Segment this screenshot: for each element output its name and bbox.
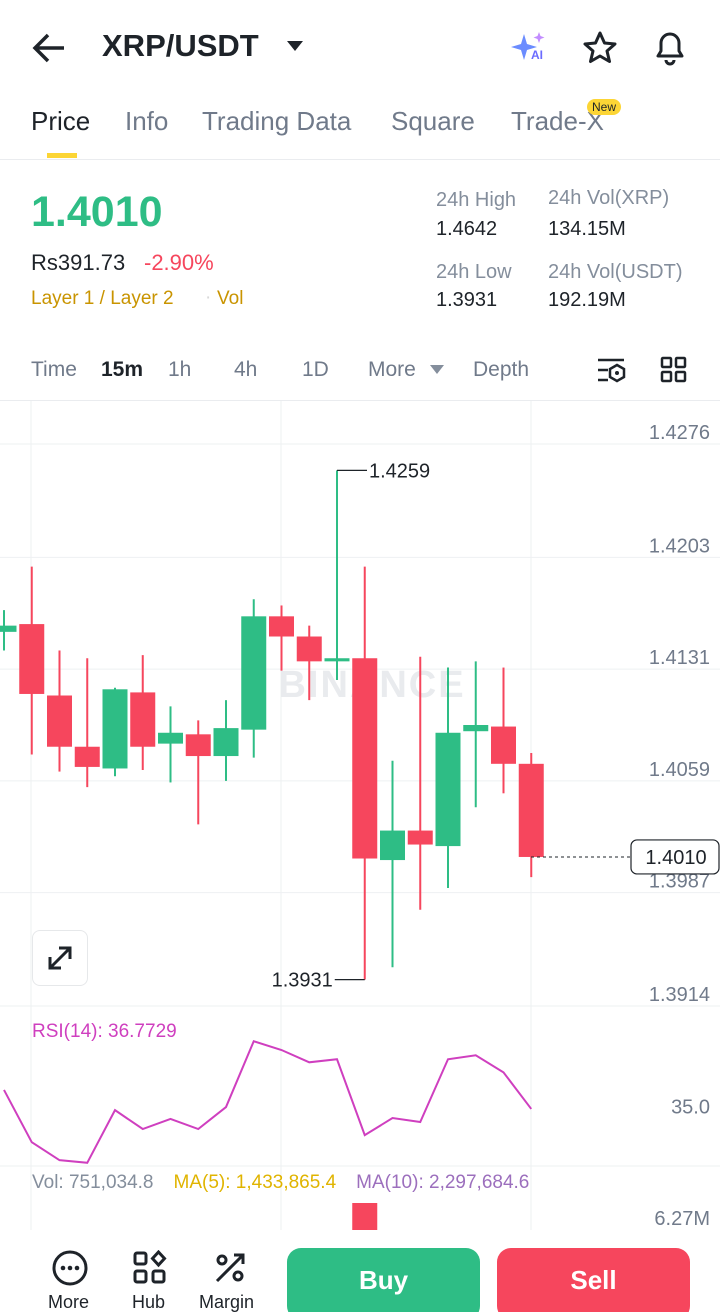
- nav-label[interactable]: Hub: [132, 1292, 166, 1312]
- favorite-icon[interactable]: [582, 30, 618, 66]
- tab-indicator: [47, 153, 77, 158]
- fullscreen-button[interactable]: [32, 930, 88, 986]
- rsi-line: [3, 1040, 533, 1164]
- candle-body: [296, 636, 322, 662]
- candle-body: [518, 763, 544, 857]
- stat-value: 134.15M: [548, 218, 626, 240]
- more-caret: [430, 365, 444, 374]
- interval[interactable]: 1D: [302, 358, 329, 381]
- y-tick-label: 1.3987: [649, 871, 710, 893]
- stat-label: 24h Vol(USDT): [548, 261, 683, 283]
- kline-chart: 1.42761.42031.41311.40591.39871.3914BINA…: [0, 401, 720, 1240]
- new-badge: New: [587, 99, 622, 115]
- candle-body: [241, 616, 267, 730]
- interval[interactable]: More: [368, 358, 416, 381]
- tab-price[interactable]: Price: [31, 106, 91, 136]
- candle-body: [158, 732, 183, 744]
- stat-label: 24h High: [436, 189, 517, 211]
- y-tick-label: 1.4131: [649, 647, 710, 669]
- stat-value: 1.3931: [436, 289, 498, 311]
- rsi-label: RSI(14): 36.7729: [32, 1021, 177, 1042]
- interval-active[interactable]: 15m: [101, 358, 144, 381]
- interval[interactable]: 1h: [168, 358, 192, 381]
- indicator-icon[interactable]: [596, 356, 628, 386]
- tags[interactable]: Layer 1 / Layer 2: [31, 288, 174, 309]
- tab-trading-data[interactable]: Trading Data: [202, 106, 352, 136]
- stat-value: 192.19M: [548, 289, 626, 311]
- buy-button[interactable]: Buy: [287, 1248, 480, 1312]
- candle-body: [74, 746, 100, 767]
- divider: [0, 159, 720, 160]
- margin-icon[interactable]: [212, 1250, 248, 1286]
- tab-info[interactable]: Info: [125, 106, 169, 136]
- stat-value: 1.4642: [436, 218, 498, 240]
- tag-separator: ·: [205, 287, 212, 308]
- high-label: 1.4259: [369, 460, 430, 482]
- pair-title[interactable]: XRP/USDT: [102, 28, 259, 63]
- candle-body: [130, 692, 156, 747]
- volume-label: MA(5): 1,433,865.4: [174, 1172, 337, 1193]
- y-tick-label: 1.4203: [649, 535, 710, 557]
- candle-body: [324, 658, 350, 662]
- divider: [0, 400, 720, 401]
- candle-body: [185, 734, 211, 757]
- candle-body: [380, 830, 405, 861]
- nav-label[interactable]: More: [48, 1292, 90, 1312]
- interval[interactable]: Depth: [473, 358, 530, 381]
- pair-dropdown[interactable]: [286, 40, 304, 52]
- ai-label: AI: [531, 48, 543, 62]
- candle-body: [491, 726, 516, 764]
- ai-icon[interactable]: [510, 30, 550, 66]
- low-label: 1.3931: [272, 970, 333, 992]
- price-change: -2.90%: [144, 250, 214, 275]
- alert-icon[interactable]: [652, 28, 688, 66]
- interval[interactable]: Time: [31, 358, 77, 381]
- interval[interactable]: 4h: [234, 358, 258, 381]
- hub-icon[interactable]: [132, 1250, 168, 1286]
- candle-body: [19, 624, 45, 694]
- volume-tick-label: 6.27M: [654, 1208, 710, 1230]
- back-button[interactable]: [30, 30, 70, 66]
- current-price-label: 1.4010: [645, 847, 706, 869]
- candle-body: [463, 725, 489, 732]
- current-price-box: [630, 839, 720, 875]
- volume-label: MA(10): 2,297,684.6: [356, 1172, 529, 1193]
- layout-icon[interactable]: [660, 356, 688, 384]
- y-tick-label: 1.4059: [649, 759, 710, 781]
- candle-body: [407, 830, 433, 845]
- stat-label: 24h Vol(XRP): [548, 187, 670, 209]
- stat-label: 24h Low: [436, 261, 512, 283]
- candle-body: [47, 695, 72, 747]
- last-price: 1.4010: [31, 188, 163, 236]
- tag-vol[interactable]: Vol: [217, 288, 244, 309]
- volume-label: Vol: 751,034.8: [32, 1172, 154, 1193]
- nav-label[interactable]: Margin: [199, 1292, 255, 1312]
- candle-body: [435, 732, 461, 847]
- sell-button[interactable]: Sell: [497, 1248, 690, 1312]
- candle-body: [269, 616, 294, 637]
- candle-body: [102, 689, 128, 769]
- y-tick-label: 1.4276: [649, 422, 710, 444]
- candle-body: [213, 728, 239, 757]
- y-tick-label: 1.3914: [649, 984, 710, 1006]
- candle-body: [352, 658, 378, 859]
- tab-square[interactable]: Square: [391, 106, 475, 136]
- local-price: Rs391.73: [31, 250, 126, 275]
- rsi-tick-label: 35.0: [671, 1097, 710, 1119]
- more-icon[interactable]: [51, 1249, 89, 1287]
- candle-body: [0, 625, 17, 632]
